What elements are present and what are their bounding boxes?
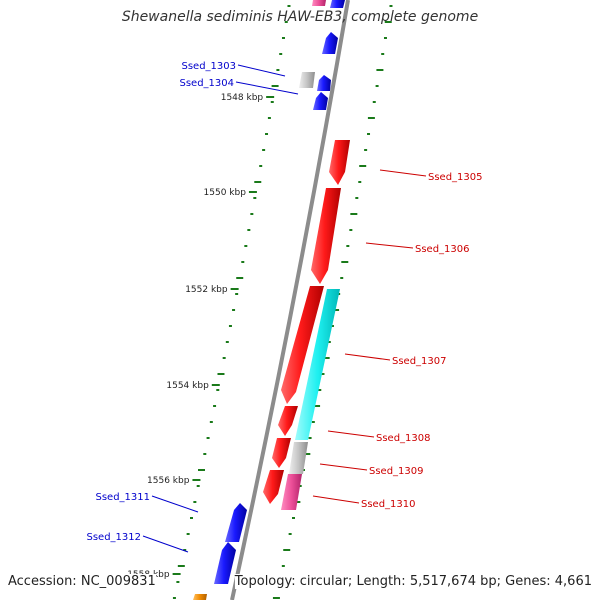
scale-label: 1550 kbp — [204, 188, 247, 198]
gene-feature[interactable] — [322, 32, 338, 54]
accession-value: NC_009831 — [80, 574, 156, 589]
leader-line — [344, 353, 391, 361]
gene-feature[interactable] — [311, 188, 341, 284]
gene-feature[interactable] — [329, 140, 350, 185]
topology-sep: ; — [347, 574, 353, 589]
gene-feature[interactable] — [312, 0, 326, 6]
gene-label-ssed_1309[interactable]: Ssed_1309 — [369, 466, 424, 477]
scale-label: 1552 kbp — [185, 285, 228, 295]
genome-stats: Topology: circular; Length: 5,517,674 bp… — [234, 574, 592, 589]
gene-feature[interactable] — [299, 72, 315, 88]
gene-feature[interactable] — [263, 470, 284, 504]
leader-line — [237, 64, 286, 77]
gene-feature[interactable] — [289, 442, 308, 474]
gene-feature[interactable] — [272, 438, 291, 468]
genes-value: 4,661 — [554, 574, 592, 589]
gene-label-ssed_1312[interactable]: Ssed_1312 — [86, 532, 141, 543]
gene-label-ssed_1303[interactable]: Ssed_1303 — [181, 61, 236, 72]
gene-label-ssed_1311[interactable]: Ssed_1311 — [95, 492, 150, 503]
leader-line — [235, 81, 299, 95]
gene-label-ssed_1304[interactable]: Ssed_1304 — [179, 78, 234, 89]
leader-line — [151, 495, 199, 513]
leader-line — [312, 495, 360, 504]
genes-label: Genes: — [505, 574, 551, 589]
gene-label-ssed_1308[interactable]: Ssed_1308 — [376, 433, 431, 444]
leader-line — [327, 430, 375, 438]
gene-label-ssed_1306[interactable]: Ssed_1306 — [415, 244, 470, 255]
scale-label: 1554 kbp — [166, 381, 209, 391]
leader-line — [379, 169, 427, 177]
topology-label: Topology: — [234, 574, 296, 589]
gene-labels: Ssed_1303 Ssed_1304 Ssed_1305 Ssed_1306 Ssed… — [86, 61, 482, 543]
gene-feature[interactable] — [295, 289, 340, 440]
gene-label-ssed_1305[interactable]: Ssed_1305 — [428, 172, 483, 183]
accession-info: Accession: NC_009831 — [8, 574, 156, 589]
topology-value: circular — [299, 574, 348, 589]
gene-feature[interactable] — [278, 406, 298, 436]
gene-feature[interactable] — [281, 286, 324, 404]
genome-backbone — [230, 0, 350, 600]
length-label: Length: — [356, 574, 406, 589]
gene-feature[interactable] — [330, 0, 345, 8]
length-value: 5,517,674 bp — [409, 574, 497, 589]
leader-line — [142, 535, 189, 553]
leader-line — [365, 242, 414, 249]
gene-label-ssed_1307[interactable]: Ssed_1307 — [392, 356, 447, 367]
gene-features — [193, 0, 350, 600]
gene-feature[interactable] — [313, 92, 328, 110]
accession-label: Accession: — [8, 574, 77, 589]
scale-label: 1556 kbp — [147, 476, 190, 486]
length-sep: ; — [496, 574, 502, 589]
gene-feature[interactable] — [281, 474, 302, 510]
gene-feature[interactable] — [317, 75, 331, 91]
scale-label: 1548 kbp — [221, 93, 264, 103]
gene-feature[interactable] — [193, 594, 207, 600]
label-leader-lines — [142, 64, 427, 553]
leader-line — [319, 463, 368, 471]
gene-feature[interactable] — [225, 503, 247, 542]
map-title: Shewanella sediminis HAW-EB3, complete g… — [121, 9, 479, 25]
gene-label-ssed_1310[interactable]: Ssed_1310 — [361, 499, 416, 510]
gene-feature[interactable] — [214, 542, 236, 584]
